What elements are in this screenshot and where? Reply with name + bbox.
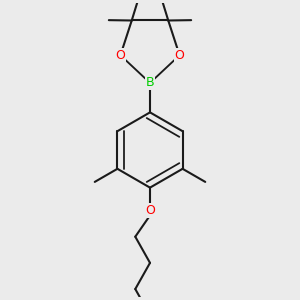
Text: O: O xyxy=(145,204,155,217)
Text: O: O xyxy=(116,49,125,62)
Text: B: B xyxy=(146,76,154,89)
Text: O: O xyxy=(175,49,184,62)
